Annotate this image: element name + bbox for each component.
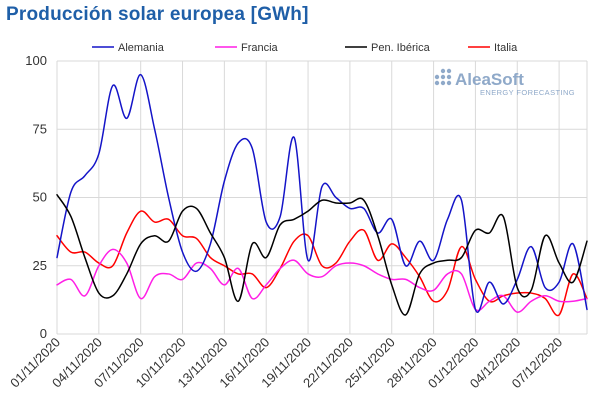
chart-title: Producción solar europea [GWh] — [6, 4, 309, 25]
y-tick-label: 75 — [33, 121, 47, 136]
legend-label-francia: Francia — [241, 42, 279, 54]
y-tick-label: 0 — [40, 326, 47, 341]
series-line-francia — [56, 248, 588, 313]
series-layer — [56, 73, 588, 317]
y-tick-label: 25 — [33, 258, 47, 273]
aleasoft-logo: AleaSoft ENERGY FORECASTING — [434, 68, 575, 97]
legend-label-alemania: Alemania — [118, 42, 165, 54]
y-tick-label: 50 — [33, 190, 47, 205]
logo-tagline: ENERGY FORECASTING — [480, 88, 575, 97]
axes: 025507510001/11/202004/11/202007/11/2020… — [7, 53, 565, 391]
series-line-alemania — [56, 73, 588, 313]
aleasoft-logo-icon — [434, 68, 452, 86]
legend: Alemania Francia Pen. Ibérica Italia — [92, 42, 518, 54]
grid — [56, 60, 588, 335]
legend-label-pen-iberica: Pen. Ibérica — [371, 42, 431, 54]
series-line-pen-iberica — [56, 194, 588, 316]
y-tick-label: 100 — [25, 53, 47, 68]
logo-name: AleaSoft — [455, 70, 524, 89]
legend-label-italia: Italia — [494, 42, 518, 54]
